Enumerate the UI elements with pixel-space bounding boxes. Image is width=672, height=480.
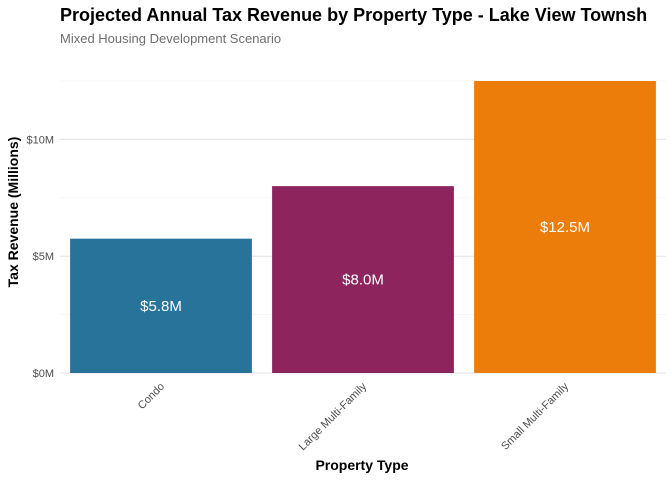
x-axis-title: Property Type [315,457,408,473]
y-tick-label: $5M [33,251,54,263]
y-tick-label: $0M [33,368,54,380]
x-tick-label: Condo [136,381,167,412]
chart-title: Projected Annual Tax Revenue by Property… [60,5,648,25]
y-tick-label: $10M [26,134,54,146]
x-tick-label: Large Multi-Family [297,380,370,453]
bar-data-label: $8.0M [342,272,384,289]
y-axis-title: Tax Revenue (Millions) [5,137,21,288]
bar [70,238,252,373]
chart-subtitle: Mixed Housing Development Scenario [60,31,282,46]
bar-data-label: $5.8M [140,298,182,315]
y-axis-ticks: $0M $5M $10M [26,134,54,380]
x-axis-ticks: Condo Large Multi-Family Small Multi-Famil… [136,380,572,453]
bar-labels: $5.8M $8.0M $12.5M [140,219,590,315]
bar [474,81,656,373]
bar-data-label: $12.5M [540,219,590,236]
bar [272,186,454,373]
bars [70,81,656,373]
x-tick-label: Small Multi-Family [499,380,571,452]
